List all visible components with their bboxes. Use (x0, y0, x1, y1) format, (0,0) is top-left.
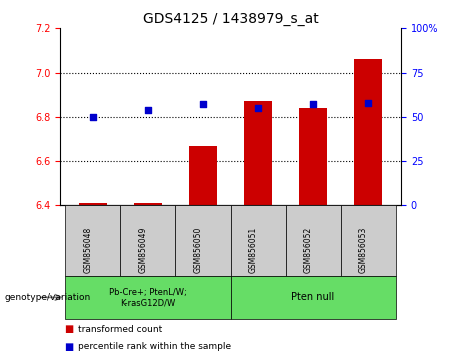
Text: Pb-Cre+; PtenL/W;
K-rasG12D/W: Pb-Cre+; PtenL/W; K-rasG12D/W (109, 288, 187, 307)
Text: GSM856049: GSM856049 (139, 226, 148, 273)
Point (144, 107, 152, 113)
Text: percentile rank within the sample: percentile rank within the sample (78, 342, 231, 352)
Text: genotype/variation: genotype/variation (5, 293, 91, 302)
Text: GSM856051: GSM856051 (249, 226, 258, 273)
Bar (299, 108, 327, 205)
Point (199, 102, 207, 107)
Text: transformed count: transformed count (78, 325, 163, 334)
Text: GSM856053: GSM856053 (359, 226, 368, 273)
Point (89, 114, 97, 120)
Point (254, 105, 262, 111)
Text: ■: ■ (65, 342, 74, 352)
Bar (79, 203, 106, 205)
Point (309, 102, 317, 107)
Bar (355, 59, 382, 205)
Text: GSM856050: GSM856050 (194, 226, 203, 273)
Text: GSM856048: GSM856048 (84, 226, 93, 273)
Title: GDS4125 / 1438979_s_at: GDS4125 / 1438979_s_at (142, 12, 319, 26)
Text: ■: ■ (65, 324, 74, 334)
Text: GSM856052: GSM856052 (304, 226, 313, 273)
Bar (244, 101, 272, 205)
Bar (134, 203, 162, 205)
Text: Pten null: Pten null (291, 292, 335, 302)
Bar (189, 145, 217, 205)
Point (364, 100, 372, 105)
